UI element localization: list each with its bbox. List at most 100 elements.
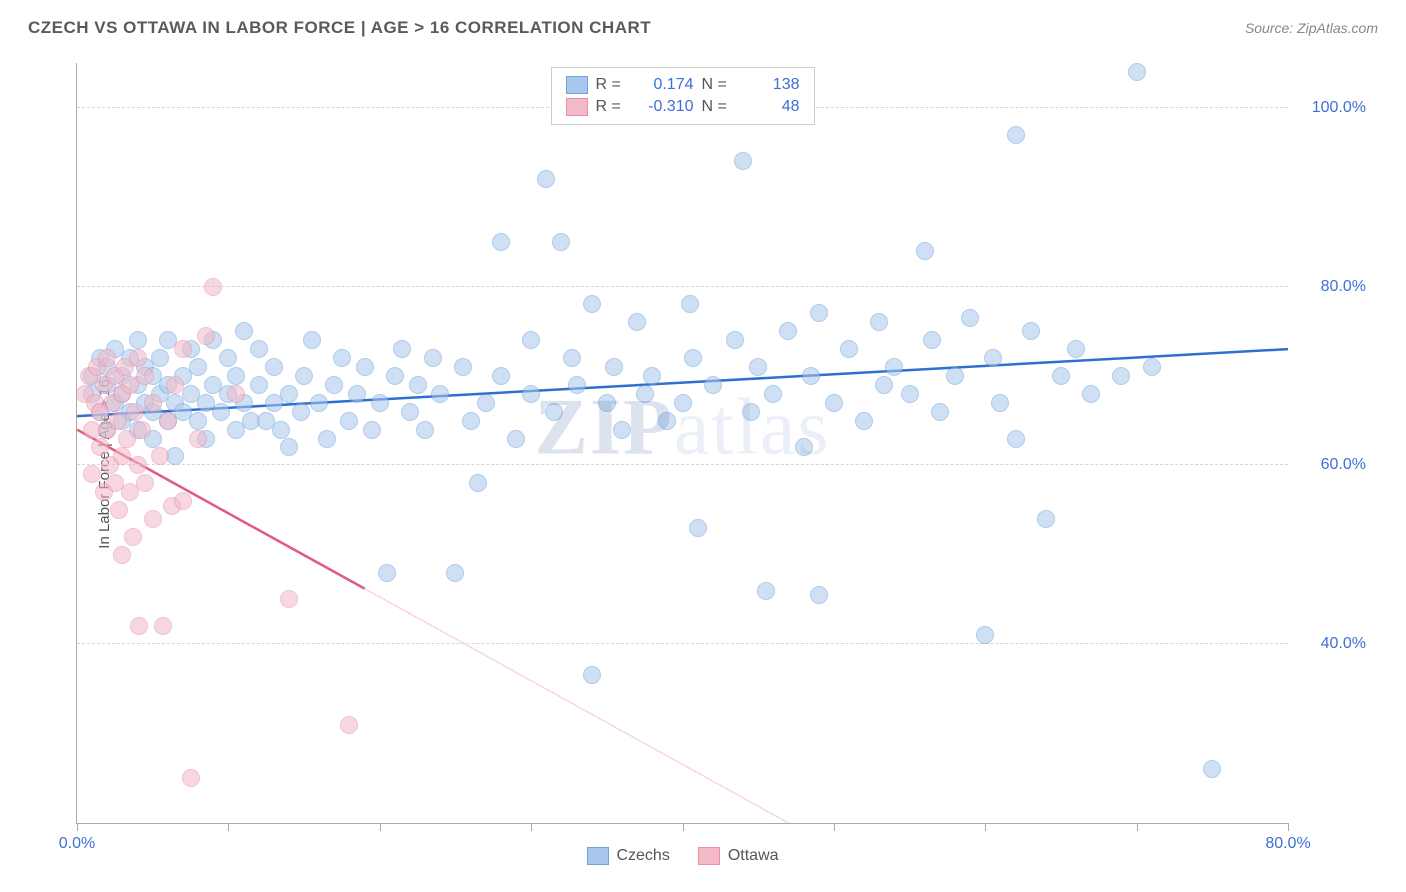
data-point xyxy=(189,412,207,430)
data-point xyxy=(605,358,623,376)
data-point xyxy=(295,367,313,385)
legend-row: R = 0.174 N = 138 xyxy=(566,74,800,96)
data-point xyxy=(802,367,820,385)
data-point xyxy=(522,331,540,349)
data-point xyxy=(129,331,147,349)
data-point xyxy=(250,340,268,358)
data-point xyxy=(1007,430,1025,448)
data-point xyxy=(552,233,570,251)
data-point xyxy=(681,295,699,313)
data-point xyxy=(462,412,480,430)
data-point xyxy=(613,421,631,439)
y-tick-label: 60.0% xyxy=(1321,456,1366,474)
data-point xyxy=(424,349,442,367)
chart-title: CZECH VS OTTAWA IN LABOR FORCE | AGE > 1… xyxy=(28,18,651,38)
legend-r-label: R = xyxy=(596,98,626,116)
data-point xyxy=(431,385,449,403)
gridline xyxy=(77,464,1288,465)
data-point xyxy=(1128,63,1146,81)
chart-container: In Labor Force | Age > 16 ZIPatlas R = 0… xyxy=(28,55,1378,872)
gridline xyxy=(77,286,1288,287)
data-point xyxy=(409,376,427,394)
data-point xyxy=(446,564,464,582)
data-point xyxy=(923,331,941,349)
data-point xyxy=(1203,760,1221,778)
legend-n-value: 48 xyxy=(740,98,800,116)
legend-n-label: N = xyxy=(702,76,732,94)
data-point xyxy=(825,394,843,412)
data-point xyxy=(280,590,298,608)
legend-swatch-ottawa xyxy=(698,847,720,865)
y-tick-label: 80.0% xyxy=(1321,278,1366,296)
data-point xyxy=(734,152,752,170)
data-point xyxy=(976,626,994,644)
data-point xyxy=(265,358,283,376)
data-point xyxy=(386,367,404,385)
x-tick xyxy=(380,823,381,831)
data-point xyxy=(363,421,381,439)
data-point xyxy=(742,403,760,421)
data-point xyxy=(1143,358,1161,376)
series-legend: Czechs Ottawa xyxy=(586,847,778,865)
x-tick xyxy=(1288,823,1289,831)
data-point xyxy=(1037,510,1055,528)
legend-item-ottawa: Ottawa xyxy=(698,847,779,865)
x-tick xyxy=(683,823,684,831)
legend-n-label: N = xyxy=(702,98,732,116)
data-point xyxy=(189,430,207,448)
data-point xyxy=(136,367,154,385)
data-point xyxy=(91,438,109,456)
data-point xyxy=(1052,367,1070,385)
data-point xyxy=(795,438,813,456)
x-tick-label: 0.0% xyxy=(59,835,95,853)
data-point xyxy=(1112,367,1130,385)
data-point xyxy=(492,233,510,251)
data-point xyxy=(636,385,654,403)
legend-item-czechs: Czechs xyxy=(586,847,669,865)
data-point xyxy=(371,394,389,412)
data-point xyxy=(757,582,775,600)
data-point xyxy=(416,421,434,439)
data-point xyxy=(568,376,586,394)
data-point xyxy=(991,394,1009,412)
data-point xyxy=(197,327,215,345)
legend-label: Ottawa xyxy=(728,847,779,865)
data-point xyxy=(113,546,131,564)
legend-label: Czechs xyxy=(616,847,669,865)
data-point xyxy=(133,421,151,439)
data-point xyxy=(272,421,290,439)
data-point xyxy=(477,394,495,412)
legend-r-value: 0.174 xyxy=(634,76,694,94)
data-point xyxy=(401,403,419,421)
data-point xyxy=(1082,385,1100,403)
trend-lines xyxy=(77,63,1288,823)
data-point xyxy=(130,617,148,635)
data-point xyxy=(764,385,782,403)
data-point xyxy=(855,412,873,430)
data-point xyxy=(235,322,253,340)
data-point xyxy=(144,394,162,412)
y-tick-label: 100.0% xyxy=(1312,99,1366,117)
data-point xyxy=(250,376,268,394)
x-tick xyxy=(834,823,835,831)
data-point xyxy=(151,349,169,367)
data-point xyxy=(492,367,510,385)
data-point xyxy=(129,456,147,474)
gridline xyxy=(77,643,1288,644)
legend-swatch-ottawa xyxy=(566,98,588,116)
data-point xyxy=(182,769,200,787)
data-point xyxy=(810,304,828,322)
data-point xyxy=(280,385,298,403)
data-point xyxy=(129,349,147,367)
data-point xyxy=(545,403,563,421)
data-point xyxy=(189,358,207,376)
data-point xyxy=(684,349,702,367)
data-point xyxy=(212,403,230,421)
data-point xyxy=(325,376,343,394)
data-point xyxy=(348,385,366,403)
data-point xyxy=(563,349,581,367)
data-point xyxy=(280,438,298,456)
legend-row: R = -0.310 N = 48 xyxy=(566,96,800,118)
data-point xyxy=(454,358,472,376)
x-tick xyxy=(1137,823,1138,831)
